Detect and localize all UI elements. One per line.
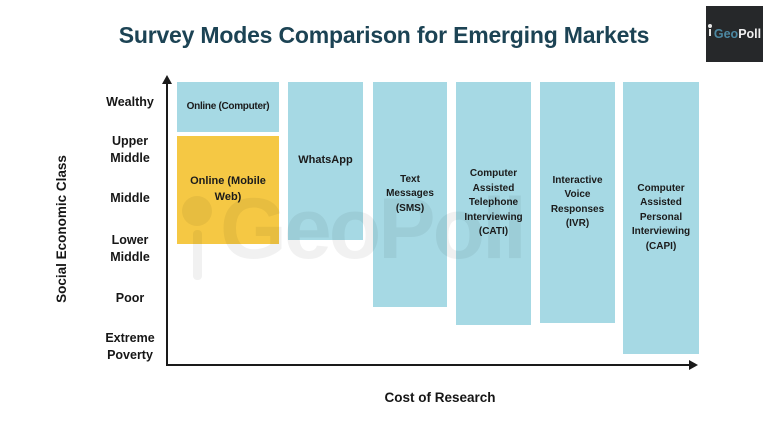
bar-label: Interactive Voice Responses (IVR)	[550, 174, 605, 230]
bar-online-computer: Online (Computer)	[177, 82, 279, 132]
bar-label: Text Messages (SMS)	[386, 173, 434, 214]
x-axis-title: Cost of Research	[384, 390, 496, 405]
bar-label: Computer Assisted Personal Interviewing …	[631, 182, 691, 252]
ytick-middle: Middle	[110, 191, 150, 205]
logo-text: GeoPoll	[714, 28, 761, 41]
bar-label: Online (Computer)	[186, 100, 270, 112]
bar-label: WhatsApp	[298, 154, 353, 167]
ytick-lower-middle: Lower Middle	[110, 233, 150, 264]
ytick-poor: Poor	[115, 291, 145, 305]
ytick-upper-middle: Upper Middle	[110, 134, 150, 165]
y-axis-arrowhead-icon	[162, 75, 172, 84]
logo-text-geo: Geo	[713, 26, 739, 41]
bar-capi: Computer Assisted Personal Interviewing …	[623, 82, 699, 354]
y-axis-title: Social Economic Class	[54, 155, 69, 303]
antenna-pin-icon	[707, 24, 712, 36]
logo-text-poll: Poll	[738, 26, 762, 41]
bar-online-mobile-web: Online (Mobile Web)	[177, 136, 279, 244]
ytick-extreme-poverty: Extreme Poverty	[105, 331, 155, 362]
y-axis-line	[166, 84, 168, 366]
bar-label: Computer Assisted Telephone Interviewing…	[464, 168, 523, 238]
geopoll-logo: GeoPoll	[706, 6, 763, 62]
page-title: Survey Modes Comparison for Emerging Mar…	[118, 22, 650, 48]
bar-label: Online (Mobile Web)	[190, 175, 266, 203]
x-axis-line	[166, 364, 690, 366]
ytick-wealthy: Wealthy	[106, 95, 154, 109]
bar-ivr: Interactive Voice Responses (IVR)	[540, 82, 615, 323]
bar-cati: Computer Assisted Telephone Interviewing…	[456, 82, 531, 325]
bar-sms: Text Messages (SMS)	[373, 82, 447, 307]
x-axis-arrowhead-icon	[689, 360, 698, 370]
bar-whatsapp: WhatsApp	[288, 82, 363, 240]
